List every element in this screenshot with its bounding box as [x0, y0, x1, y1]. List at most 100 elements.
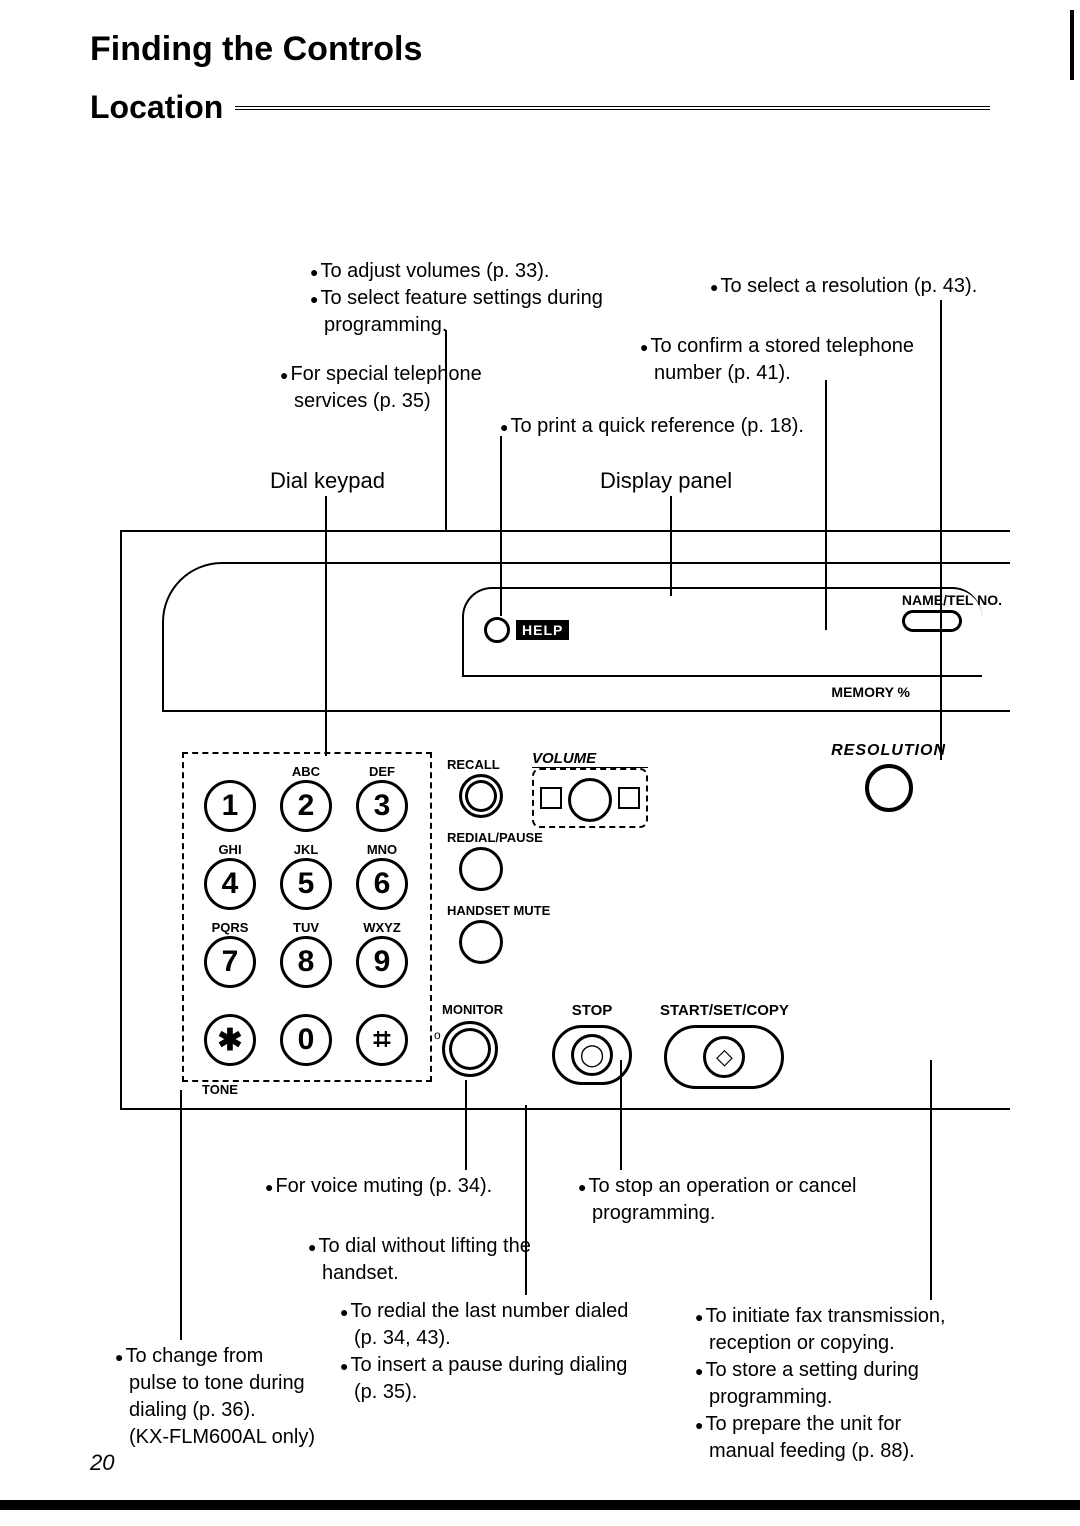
- subtitle-row: Location: [90, 89, 990, 126]
- callout-special-services: For special telephone services (p. 35): [280, 363, 482, 417]
- key-5: 5: [280, 858, 332, 910]
- text: programming.: [324, 314, 447, 336]
- resolution-button: [865, 764, 913, 812]
- text: To insert a pause during dialing: [350, 1354, 627, 1376]
- key-letters: PQRS: [192, 920, 268, 936]
- text: programming.: [592, 1202, 715, 1224]
- text: For special telephone: [290, 363, 481, 385]
- callout-tone: To change from pulse to tone during dial…: [115, 1345, 315, 1453]
- stop-start-row: STOP ◯ START/SET/COPY ◇: [552, 1002, 789, 1089]
- text: (p. 35).: [354, 1381, 417, 1403]
- key-4: 4: [204, 858, 256, 910]
- text: services (p. 35): [294, 390, 431, 412]
- key-letters: JKL: [268, 842, 344, 858]
- resolution-control: RESOLUTION: [831, 742, 946, 816]
- recall-button: [459, 774, 503, 818]
- key-0: 0: [280, 1014, 332, 1066]
- key-3: 3: [356, 780, 408, 832]
- page-subtitle: Location: [90, 89, 223, 126]
- text: handset.: [322, 1262, 399, 1284]
- volume-control: VOLUME: [532, 750, 648, 828]
- text: To print a quick reference (p. 18).: [510, 415, 803, 437]
- name-tel-button: [902, 610, 962, 632]
- key-letters: TUV: [268, 920, 344, 936]
- callout-confirm-number: To confirm a stored telephone number (p.…: [640, 335, 914, 389]
- text: To change from: [125, 1345, 263, 1367]
- leader: [445, 330, 447, 530]
- label-dial-keypad: Dial keypad: [270, 468, 385, 494]
- key-letters: [192, 998, 268, 1014]
- memory-label: MEMORY %: [831, 684, 910, 700]
- handset-mute-button: [459, 920, 503, 964]
- callout-start: To initiate fax transmission, reception …: [695, 1305, 946, 1467]
- device-outline: HELP NAME/TEL NO. MEMORY % 1 ABC2 DEF3 G…: [120, 530, 1010, 1110]
- key-letters: ABC: [268, 764, 344, 780]
- text: For voice muting (p. 34).: [275, 1175, 492, 1197]
- key-letters: [192, 764, 268, 780]
- help-indicator-icon: [484, 617, 510, 643]
- text: (p. 34, 43).: [354, 1327, 451, 1349]
- stop-label: STOP: [552, 1002, 632, 1019]
- key-star: ✱: [204, 1014, 256, 1066]
- text: To redial the last number dialed: [350, 1300, 628, 1322]
- text: To initiate fax transmission,: [705, 1305, 945, 1327]
- key-letters: [268, 998, 344, 1014]
- start-button: ◇: [703, 1036, 745, 1078]
- start-button-oval: ◇: [664, 1025, 784, 1089]
- key-letters: [344, 998, 420, 1014]
- key-letters: MNO: [344, 842, 420, 858]
- leader: [930, 1060, 932, 1300]
- text: pulse to tone during: [129, 1372, 305, 1394]
- key-letters: GHI: [192, 842, 268, 858]
- monitor-label: MONITOR: [442, 1002, 503, 1017]
- text: number (p. 41).: [654, 362, 791, 384]
- text: reception or copying.: [709, 1332, 895, 1354]
- name-tel-area: NAME/TEL NO.: [902, 592, 1002, 632]
- key-letters: WXYZ: [344, 920, 420, 936]
- tone-label: TONE: [202, 1082, 238, 1097]
- text: manual feeding (p. 88).: [709, 1440, 915, 1462]
- title-rule: [235, 106, 990, 110]
- help-button-area: HELP: [484, 617, 569, 643]
- leader: [620, 1060, 622, 1170]
- text: To confirm a stored telephone: [650, 335, 914, 357]
- key-6: 6: [356, 858, 408, 910]
- monitor-control: MONITOR: [442, 1002, 503, 1077]
- key-letters: DEF: [344, 764, 420, 780]
- text: To stop an operation or cancel: [588, 1175, 856, 1197]
- text: To dial without lifting the: [318, 1235, 530, 1257]
- callout-resolution: To select a resolution (p. 43).: [710, 275, 977, 298]
- dial-keypad: 1 ABC2 DEF3 GHI4 JKL5 MNO6 PQRS7 TUV8 WX…: [192, 764, 420, 1076]
- key-1: 1: [204, 780, 256, 832]
- page-footer-bar: [0, 1500, 1080, 1510]
- text: (KX-FLM600AL only): [129, 1426, 315, 1448]
- text: To select a resolution (p. 43).: [720, 275, 977, 297]
- monitor-led-icon: [434, 1026, 442, 1034]
- label-display-panel: Display panel: [600, 468, 732, 494]
- redial-pause-button: [459, 847, 503, 891]
- stop-button: ◯: [571, 1034, 613, 1076]
- leader: [465, 1080, 467, 1170]
- text: To adjust volumes (p. 33).: [320, 260, 549, 282]
- callout-voice-muting: For voice muting (p. 34).: [265, 1175, 492, 1198]
- name-tel-label: NAME/TEL NO.: [902, 592, 1002, 608]
- page-number: 20: [90, 1450, 114, 1476]
- volume-up-icon: [618, 787, 640, 809]
- text: To select feature settings during: [320, 287, 602, 309]
- callout-redial-pause: To redial the last number dialed (p. 34,…: [340, 1300, 628, 1408]
- key-hash: ⌗: [356, 1014, 408, 1066]
- leader: [525, 1105, 527, 1295]
- handset-mute-label: HANDSET MUTE: [447, 903, 550, 918]
- page-title: Finding the Controls: [90, 30, 990, 69]
- key-9: 9: [356, 936, 408, 988]
- callout-quick-reference: To print a quick reference (p. 18).: [500, 415, 804, 438]
- text: To prepare the unit for: [705, 1413, 901, 1435]
- key-2: 2: [280, 780, 332, 832]
- text: To store a setting during: [705, 1359, 918, 1381]
- key-7: 7: [204, 936, 256, 988]
- page-edge-mark: [1070, 10, 1074, 80]
- volume-knob: [568, 778, 612, 822]
- start-set-copy-label: START/SET/COPY: [660, 1002, 789, 1019]
- text: programming.: [709, 1386, 832, 1408]
- monitor-button: [442, 1021, 498, 1077]
